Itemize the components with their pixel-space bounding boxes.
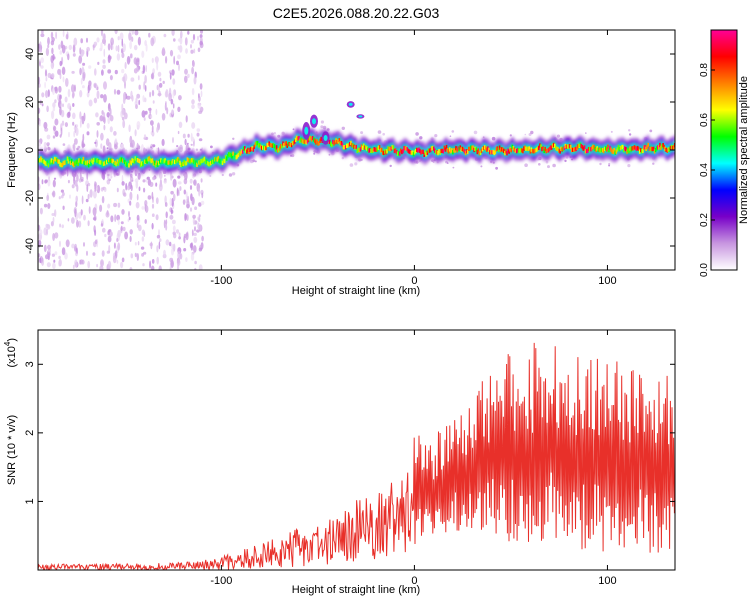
snr-y-tick-label: 2 [24, 430, 36, 436]
spectrogram-x-tick-label: 100 [598, 275, 616, 287]
svg-text:(x104): (x104) [3, 338, 18, 368]
spectrogram-x-tick-label: 0 [411, 275, 417, 287]
colorbar-tick-label: 0.0 [699, 263, 710, 277]
colorbar-tick-label: 0.2 [699, 213, 710, 227]
snr-x-tick-label: 0 [411, 575, 417, 587]
spectrogram-y-tick-label: -20 [24, 190, 36, 206]
snr-x-tick-label: 100 [598, 575, 616, 587]
snr-line [38, 342, 675, 570]
snr-panel: -100 0 100 1 2 3 Height of straight line (km)… [3, 329, 676, 596]
spectrogram-x-tick-label: -100 [210, 275, 232, 287]
colorbar-tick-label: 0.4 [699, 163, 710, 177]
snr-y-tick-label: 3 [24, 361, 36, 367]
colorbar-tick-label: 0.8 [699, 63, 710, 77]
snr-xlabel: Height of straight line (km) [292, 584, 420, 596]
colorbar-gradient [711, 30, 737, 270]
snr-scale-label: (x104) [3, 338, 18, 368]
snr-x-tick-label: -100 [210, 575, 232, 587]
colorbar-frame [710, 29, 738, 271]
snr-scale-base: (x10 [6, 346, 18, 367]
spectrogram-y-tick-label: 40 [24, 48, 36, 60]
snr-marks [38, 342, 675, 570]
snr-ticks: -100 0 100 1 2 3 [24, 330, 675, 587]
snr-ylabel: SNR (10 * v/v) [6, 415, 18, 485]
spectrogram-noise [38, 30, 675, 270]
colorbar-tick-label: 0.6 [699, 113, 710, 127]
spectrogram-panel: -100 0 100 -40 -20 0 20 40 Height of straight l… [6, 29, 676, 297]
snr-y-tick-label: 1 [24, 498, 36, 504]
spectrogram-y-tick-label: -40 [24, 238, 36, 254]
spectrogram-ylabel: Frequency (Hz) [6, 112, 18, 188]
colorbar-ticks: 0.0 0.2 0.4 0.6 0.8 [699, 63, 715, 277]
chart-title: C2E5.2026.088.20.22.G03 [273, 5, 440, 21]
spectrogram-marks [38, 30, 675, 270]
snr-scale-close: ) [6, 338, 18, 342]
snr-frame [37, 329, 676, 571]
colorbar: 0.0 0.2 0.4 0.6 0.8 Normalized spectral ampl… [699, 29, 750, 277]
colorbar-label: Normalized spectral amplitude [738, 76, 750, 224]
snr-scale-exp: 4 [3, 341, 12, 346]
spectrogram-ticks: -100 0 100 -40 -20 0 20 40 [24, 30, 675, 287]
spectrogram-xlabel: Height of straight line (km) [292, 285, 420, 297]
spectrogram-hotspots [38, 135, 675, 168]
spectrogram-y-tick-label: 20 [24, 96, 36, 108]
spectrogram-y-tick-label: 0 [24, 147, 36, 153]
